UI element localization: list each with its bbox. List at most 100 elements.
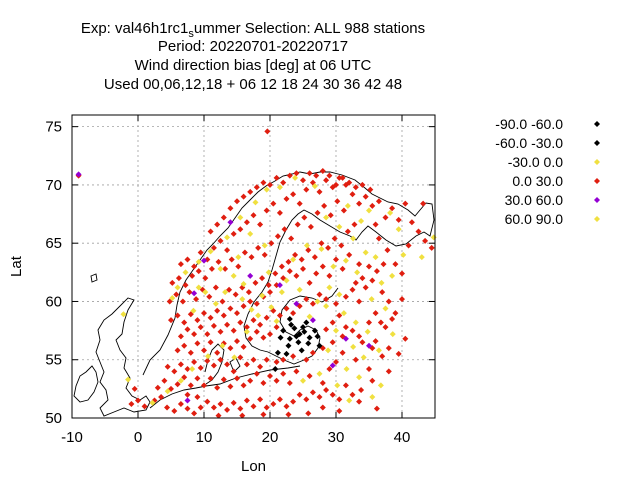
data-point	[185, 406, 191, 412]
data-point	[318, 240, 324, 246]
data-point	[257, 322, 263, 328]
data-point	[234, 375, 240, 381]
data-point	[171, 408, 177, 414]
data-point	[353, 357, 359, 363]
data-point	[277, 210, 283, 216]
data-point	[366, 319, 372, 325]
data-point	[194, 317, 200, 323]
data-point	[165, 364, 171, 370]
x-tick-label: -10	[61, 429, 83, 446]
data-point	[344, 366, 350, 372]
data-point	[317, 371, 323, 377]
data-point	[234, 310, 240, 316]
y-tick-label: 75	[45, 119, 62, 136]
legend-label: 30.0 60.0	[505, 192, 564, 208]
data-point	[297, 392, 303, 398]
data-point	[194, 394, 200, 400]
data-point	[191, 264, 197, 270]
data-point	[244, 219, 250, 225]
data-point	[224, 322, 230, 328]
data-point	[305, 247, 311, 253]
data-point	[356, 333, 362, 339]
data-point	[350, 191, 356, 197]
data-point	[330, 319, 336, 325]
legend-marker	[594, 140, 600, 146]
data-point	[285, 343, 291, 349]
data-point	[323, 177, 329, 183]
data-point	[274, 318, 280, 324]
data-point	[369, 378, 375, 384]
data-point	[369, 203, 375, 209]
data-point	[325, 245, 331, 251]
data-point	[237, 226, 243, 232]
data-point	[376, 347, 382, 353]
data-point	[333, 257, 339, 263]
data-point	[161, 378, 167, 384]
data-point	[431, 234, 437, 240]
data-point	[326, 173, 332, 179]
data-point	[249, 254, 255, 260]
data-point	[330, 264, 336, 270]
y-tick-label: 55	[45, 352, 62, 369]
data-point	[267, 289, 273, 295]
data-point	[175, 347, 181, 353]
data-point	[287, 336, 293, 342]
legend-label: -90.0 -60.0	[495, 116, 563, 132]
data-point	[285, 412, 291, 418]
data-point	[379, 280, 385, 286]
data-point	[320, 380, 326, 386]
data-point	[198, 324, 204, 330]
data-point	[224, 247, 230, 253]
data-point	[284, 351, 290, 357]
data-point	[183, 269, 189, 275]
data-point	[284, 403, 290, 409]
data-point	[350, 328, 356, 334]
data-point	[359, 182, 365, 188]
data-point	[317, 291, 323, 297]
data-point	[287, 380, 293, 386]
data-point	[280, 357, 286, 363]
data-point	[218, 266, 224, 272]
data-point	[233, 291, 239, 297]
legend-label: 60.0 90.0	[505, 211, 564, 227]
data-point	[354, 269, 360, 275]
data-point	[264, 315, 270, 321]
data-point	[343, 382, 349, 388]
data-point	[206, 294, 212, 300]
data-point	[379, 353, 385, 359]
data-point	[183, 282, 189, 288]
data-point	[244, 361, 250, 367]
data-point	[202, 275, 208, 281]
data-point	[308, 224, 314, 230]
data-point	[231, 368, 237, 374]
data-point	[287, 268, 293, 274]
data-point	[164, 405, 170, 411]
data-point	[313, 270, 319, 276]
data-point	[402, 336, 408, 342]
data-point	[214, 308, 220, 314]
data-point	[188, 382, 194, 388]
data-point	[251, 317, 257, 323]
data-point	[213, 284, 219, 290]
data-point	[224, 361, 230, 367]
x-tick-label: 40	[394, 429, 411, 446]
data-point	[363, 284, 369, 290]
data-point	[234, 338, 240, 344]
data-point	[399, 296, 405, 302]
data-point	[218, 329, 224, 335]
data-point	[227, 345, 233, 351]
data-point	[402, 201, 408, 207]
data-point	[330, 339, 336, 345]
data-point	[293, 368, 299, 374]
data-point	[409, 219, 415, 225]
data-point	[186, 289, 192, 295]
data-point	[191, 290, 197, 296]
data-point	[247, 273, 253, 279]
data-point	[185, 398, 191, 404]
legend-marker	[594, 197, 600, 203]
data-point	[384, 247, 390, 253]
data-point	[365, 329, 371, 335]
data-point	[292, 175, 298, 181]
data-point	[343, 258, 349, 264]
data-point	[204, 358, 210, 364]
